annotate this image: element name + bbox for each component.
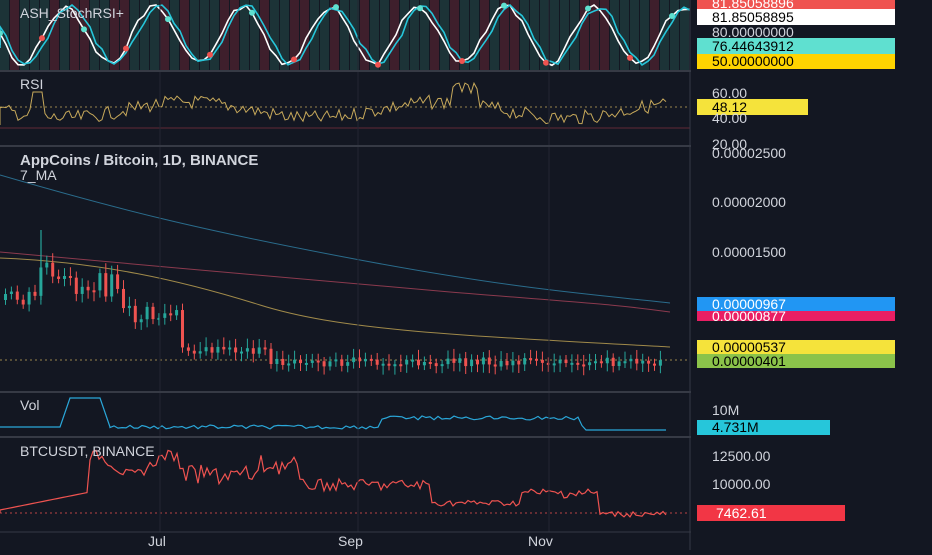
price-scale[interactable]: 81.85058896 81.85058895 80.00000000 76.4… [691, 0, 932, 550]
volume-line [0, 397, 666, 431]
time-label-jul: Jul [148, 533, 166, 549]
rsi-pane[interactable]: RSI [0, 76, 690, 129]
price-badges: 0.00000967 0.00000877 0.00000537 0.00000… [697, 296, 895, 369]
stoch-pane-title: ASH_StochRSI+ [20, 5, 124, 21]
stoch-badge-1: 81.85058896 [712, 0, 794, 11]
main-price-pane[interactable]: AppCoins / Bitcoin, 1D, BINANCE 7_MA [0, 152, 690, 376]
price-badge-1: 0.00000877 [712, 308, 786, 324]
price-tick-3: 0.00001500 [712, 244, 786, 260]
price-badge-2: 0.00000537 [712, 339, 786, 355]
stoch-badge-4: 50.00000000 [712, 53, 794, 69]
price-tick-1: 0.00002500 [712, 145, 786, 161]
btc-value-badge: 7462.61 [716, 505, 767, 521]
btc-pane[interactable]: BTCUSDT, BINANCE [0, 443, 690, 518]
ma-yellow-line [0, 257, 671, 348]
stoch-badge-2: 81.85058895 [712, 9, 794, 25]
btc-tick-12500: 12500.00 [712, 448, 771, 464]
ma-indicator-label: 7_MA [20, 167, 57, 183]
stoch-d-line [0, 3, 691, 66]
rsi-tick-40: 40.00 [712, 110, 747, 126]
price-tick-2: 0.00002000 [712, 194, 786, 210]
btc-tick-10000: 10000.00 [712, 476, 771, 492]
vol-tick-10m: 10M [712, 402, 739, 418]
badge-bg-1 [697, 311, 895, 321]
time-label-nov: Nov [528, 533, 553, 549]
badge-bg-2 [697, 340, 895, 354]
rsi-pane-title: RSI [20, 76, 43, 92]
vol-pane-title: Vol [20, 397, 39, 413]
stoch-pane[interactable]: ASH_StochRSI+ [0, 0, 691, 70]
rsi-value-badge: 48.12 [712, 99, 747, 115]
price-badge-0: 0.00000967 [712, 296, 786, 312]
ma-red-line [0, 251, 671, 313]
stoch-tick-80: 80.00000000 [712, 24, 794, 40]
rsi-tick-60: 60.00 [712, 85, 747, 101]
ma-blue-line [0, 174, 671, 304]
badge-bg-0 [697, 297, 895, 311]
vol-value-badge: 4.731M [712, 419, 759, 435]
main-pane-title: AppCoins / Bitcoin, 1D, BINANCE [20, 152, 258, 169]
price-badge-3: 0.00000401 [712, 353, 786, 369]
volume-pane[interactable]: Vol [0, 397, 666, 431]
btc-line [0, 449, 667, 518]
badge-bg-3 [697, 354, 895, 368]
btc-pane-title: BTCUSDT, BINANCE [20, 443, 155, 459]
stoch-badge-3: 76.44643912 [712, 38, 794, 54]
stoch-value-badges: 81.85058896 81.85058895 80.00000000 76.4… [697, 0, 895, 69]
time-axis[interactable]: Jul Sep Nov [148, 533, 553, 549]
rsi-tick-20: 20.00 [712, 136, 747, 152]
grid-lines [159, 0, 550, 532]
rsi-line [0, 81, 667, 125]
time-label-sep: Sep [338, 533, 363, 549]
